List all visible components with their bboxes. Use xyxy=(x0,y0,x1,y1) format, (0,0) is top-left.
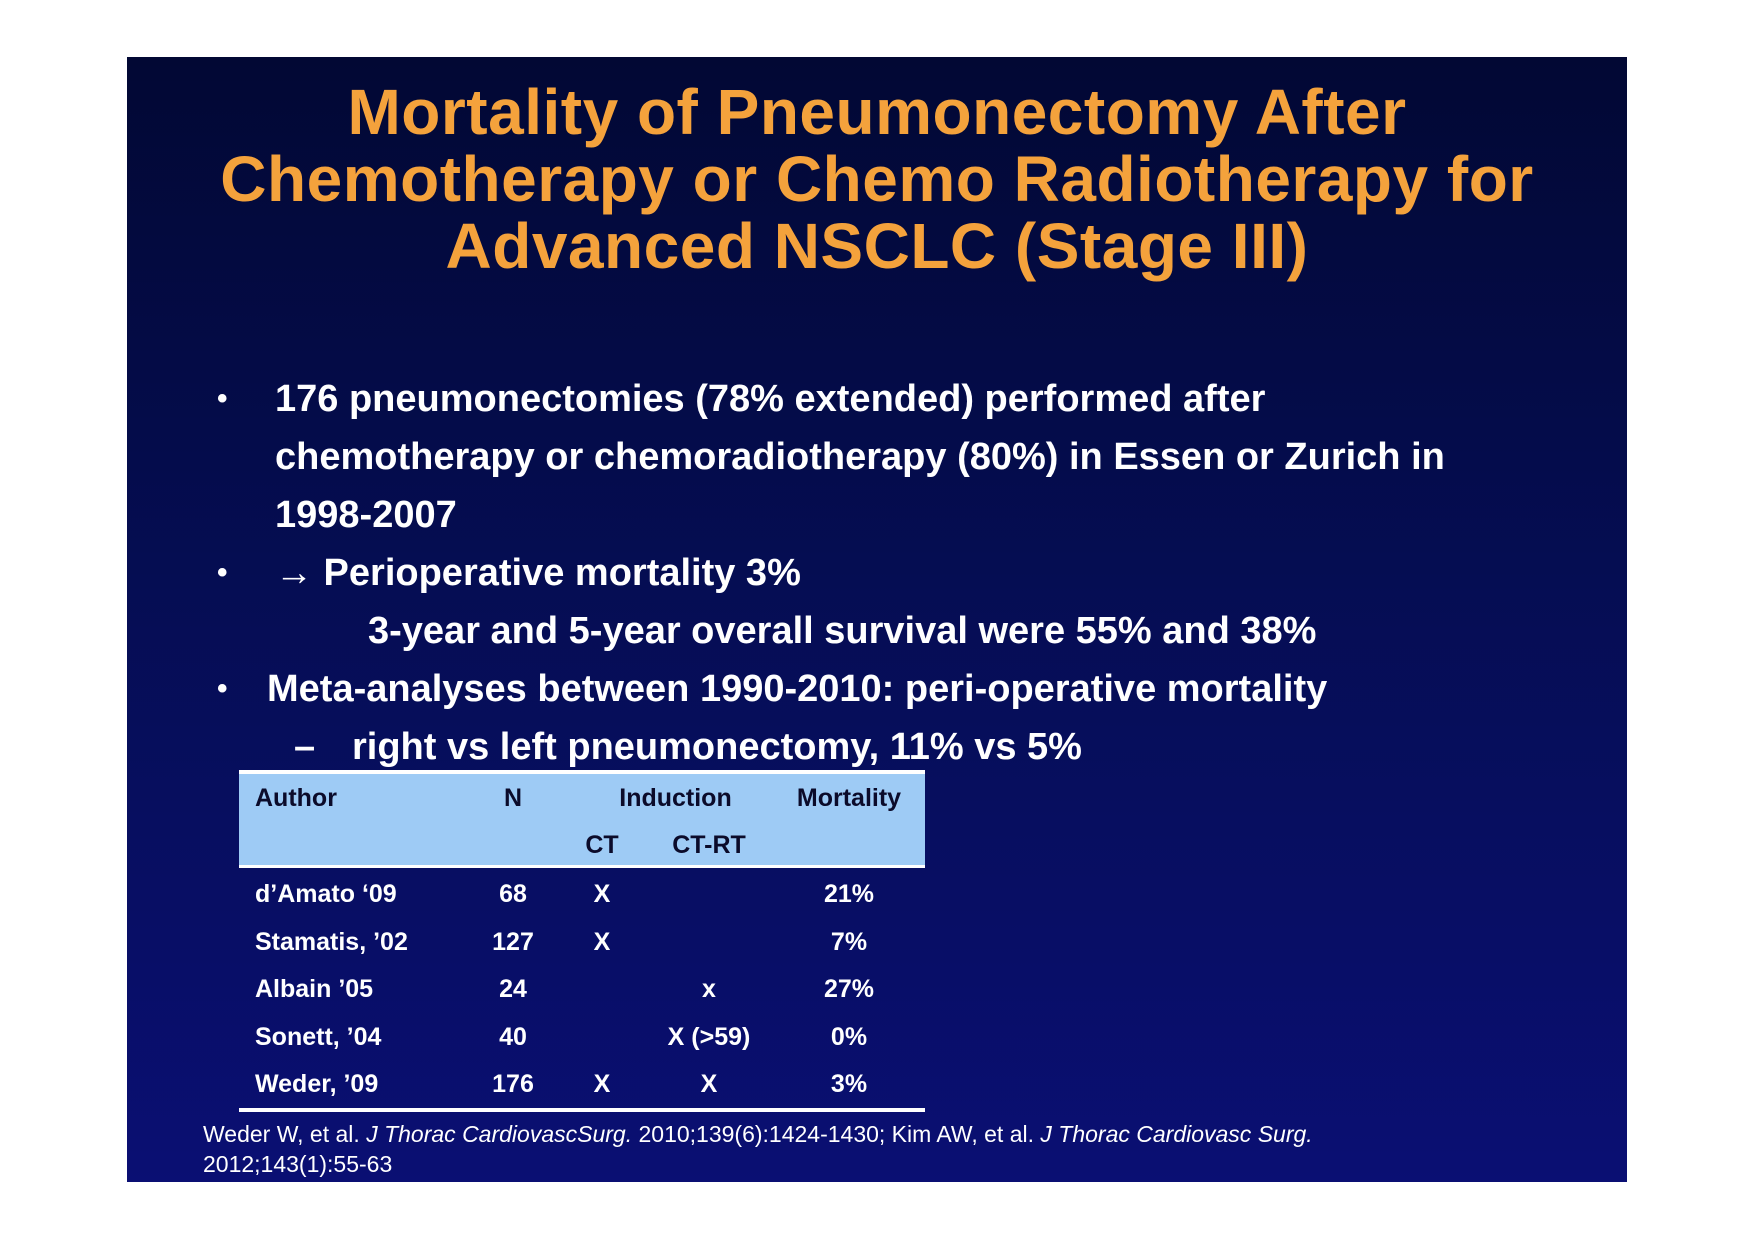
sub-bullet-1: right vs left pneumonectomy, 11% vs 5% xyxy=(352,726,1082,768)
table-body: d’Amato ‘09 68 X 21% Stamatis, ’02 127 X… xyxy=(239,868,925,1108)
bullet-marker: • xyxy=(217,672,228,705)
header-ct: CT xyxy=(585,831,619,859)
header-n: N xyxy=(503,784,523,812)
title-line-1: Mortality of Pneumonectomy After xyxy=(347,76,1407,148)
cell-mortality: 21% xyxy=(823,880,875,908)
table-header: Author N Induction Mortality CT CT-RT xyxy=(239,770,925,868)
title-line-2: Chemotherapy or Chemo Radiotherapy for xyxy=(220,143,1534,215)
cell-mortality: 0% xyxy=(830,1022,868,1051)
reference-text-1: Weder W, et al. xyxy=(203,1121,367,1147)
slide-title: Mortality of Pneumonectomy After Chemoth… xyxy=(127,79,1627,280)
table-row: Sonett, ’04 40 X (>59) 0% xyxy=(239,1013,925,1061)
header-induction: Induction xyxy=(619,784,732,812)
cell-ct: X xyxy=(593,1070,611,1098)
bullet-marker: • xyxy=(217,382,228,415)
bullet-3-line-1: Meta-analyses between 1990-2010: peri-op… xyxy=(267,668,1328,710)
cell-ctrt: X (>59) xyxy=(667,1022,751,1051)
table-row: Stamatis, ’02 127 X 7% xyxy=(239,918,925,966)
bullet-2-line-2: 3-year and 5-year overall survival were … xyxy=(368,610,1317,652)
cell-author: Weder, ’09 xyxy=(255,1070,379,1098)
header-ctrt: CT-RT xyxy=(672,831,746,859)
cell-mortality: 3% xyxy=(830,1070,868,1098)
bullet-marker: • xyxy=(217,556,228,589)
cell-n: 176 xyxy=(492,1070,534,1098)
cell-n: 127 xyxy=(492,927,534,956)
cell-author: Albain ’05 xyxy=(255,975,374,1003)
reference-journal-1: J Thorac CardiovascSurg. xyxy=(366,1121,633,1147)
title-line-3: Advanced NSCLC (Stage III) xyxy=(445,210,1309,282)
reference-citation: Weder W, et al. J Thorac CardiovascSurg.… xyxy=(203,1119,1603,1179)
table-row: Weder, ’09 176 X X 3% xyxy=(239,1060,925,1108)
bullet-1-line-3: 1998-2007 xyxy=(275,494,457,536)
cell-author: d’Amato ‘09 xyxy=(255,880,397,908)
sub-bullet-marker: – xyxy=(294,726,316,768)
cell-author: Sonett, ’04 xyxy=(255,1022,382,1051)
table-bottom-rule xyxy=(239,1107,925,1112)
cell-ct: X xyxy=(593,880,611,908)
cell-n: 40 xyxy=(499,1022,527,1051)
cell-ctrt: x xyxy=(702,975,716,1003)
cell-mortality: 7% xyxy=(830,927,868,956)
table-row: Albain ’05 24 x 27% xyxy=(239,965,925,1013)
bullet-1-line-2: chemotherapy or chemoradiotherapy (80%) … xyxy=(275,436,1445,478)
cell-author: Stamatis, ’02 xyxy=(255,927,408,956)
cell-n: 24 xyxy=(499,975,527,1003)
cell-n: 68 xyxy=(499,880,527,908)
mortality-table: Author N Induction Mortality CT CT-RT d’… xyxy=(239,770,925,1112)
cell-ctrt: X xyxy=(700,1070,718,1098)
bullet-2-line-1: → Perioperative mortality 3% xyxy=(275,552,801,594)
reference-text-2: 2010;139(6):1424-1430; Kim AW, et al. xyxy=(632,1121,1041,1147)
reference-text-3: 2012;143(1):55-63 xyxy=(203,1151,393,1177)
header-author: Author xyxy=(255,784,337,812)
cell-ct: X xyxy=(593,927,611,956)
header-mortality: Mortality xyxy=(796,784,902,812)
cell-mortality: 27% xyxy=(823,975,875,1003)
table-row: d’Amato ‘09 68 X 21% xyxy=(239,870,925,918)
slide: Mortality of Pneumonectomy After Chemoth… xyxy=(127,57,1627,1182)
reference-journal-2: J Thorac Cardiovasc Surg. xyxy=(1040,1121,1313,1147)
bullet-1-line-1: 176 pneumonectomies (78% extended) perfo… xyxy=(275,378,1266,420)
